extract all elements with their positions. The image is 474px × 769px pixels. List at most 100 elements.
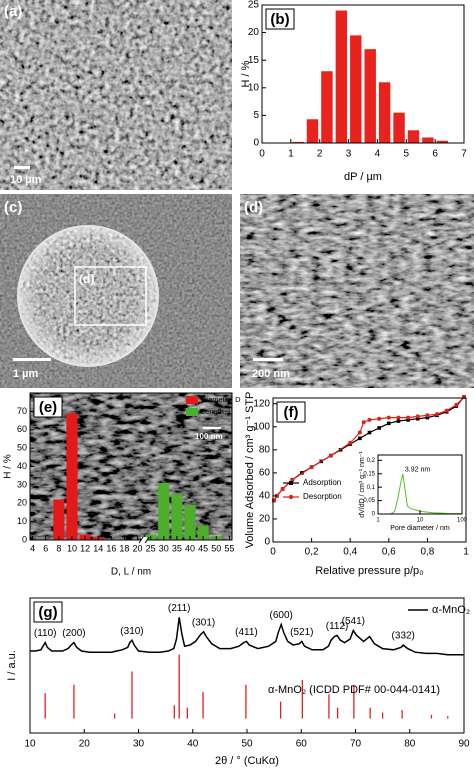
marker: [406, 418, 410, 422]
y-axis-label: I / a.u.: [6, 650, 18, 681]
y-axis-label: dV/dD / cm³ g⁻¹ nm⁻¹: [359, 451, 366, 518]
peak-label: (301): [192, 617, 215, 628]
peak-label: (332): [392, 631, 415, 642]
y-tick-label: 30: [17, 479, 27, 489]
bar: [158, 483, 170, 540]
x-tick-label: 30: [133, 739, 145, 750]
bar: [171, 494, 183, 540]
legend-label: Desorption: [303, 492, 342, 501]
panel-label: (g): [38, 604, 57, 621]
x-tick-label: 0: [270, 547, 276, 558]
bar: [53, 499, 65, 540]
x-tick-label: 4: [30, 543, 35, 553]
bar: [184, 505, 196, 540]
marker: [377, 426, 381, 430]
peak-label: (411): [235, 627, 258, 638]
bar: [292, 141, 304, 143]
y-tick-label: 70: [17, 406, 27, 416]
bar: [436, 140, 449, 143]
panel-label: (e): [39, 399, 57, 416]
x-tick-label: 10: [417, 518, 424, 524]
sem-image: [240, 194, 474, 388]
peak-label: (521): [290, 627, 313, 638]
legend-swatch: [186, 408, 198, 416]
panel-d: (d) 200 nm: [240, 194, 474, 388]
marker: [280, 487, 285, 492]
y-tick-label: 0: [253, 138, 259, 149]
marker: [386, 415, 391, 420]
x-tick-label: 100: [457, 518, 468, 524]
plot-frame: [272, 397, 467, 543]
x-tick-label: 0,6: [382, 547, 396, 558]
xrd-pattern: [30, 617, 464, 656]
x-tick-label: 20: [79, 739, 91, 750]
x-axis-label: Pore diameter / nm: [390, 525, 450, 532]
marker: [357, 430, 362, 435]
x-tick-label: 0,8: [420, 547, 434, 558]
scale-bar-label: 10 µm: [10, 174, 42, 186]
x-tick-label: 2: [317, 149, 323, 160]
legend-marker: [288, 494, 294, 500]
y-tick-label: 100: [253, 421, 270, 432]
y-tick-label: 10: [17, 516, 27, 526]
y-tick-label: 0: [22, 534, 27, 544]
y-tick-label: 20: [17, 498, 27, 508]
x-tick-label: 16: [106, 543, 116, 553]
y-tick-label: 0,2: [367, 458, 376, 464]
reference-label: α-MnO₂ (ICDD PDF# 00-044-0141): [268, 684, 440, 696]
panel-c: (d) (c) 1 µm: [0, 194, 232, 388]
legend-label: Length, L: [201, 407, 232, 416]
x-tick-label: 4: [375, 149, 381, 160]
marker: [367, 430, 372, 435]
bar: [197, 525, 209, 540]
x-tick-label: 40: [187, 739, 199, 750]
bar: [66, 413, 78, 540]
peak-label: (112): [326, 621, 349, 632]
bar: [350, 35, 362, 143]
bar: [306, 119, 319, 143]
legend-swatch: [186, 396, 198, 404]
x-axis-label: D, L / nm: [111, 567, 151, 578]
x-axis-label: dP / µm: [344, 171, 382, 183]
peak-label: (200): [62, 628, 85, 639]
x-axis-label: Relative pressure p/p₀: [315, 565, 424, 577]
zoom-box: [74, 266, 147, 326]
annotation: 3.92 nm: [405, 467, 430, 474]
panel-label-box: [276, 401, 306, 423]
y-tick-label: 0,1: [367, 485, 376, 491]
legend-label: Adsorption: [303, 478, 341, 487]
y-tick-label: 0: [372, 512, 376, 518]
scale-bar-label: 200 nm: [252, 368, 290, 380]
panel-label-box: [33, 396, 63, 418]
y-tick-label: 10: [248, 82, 260, 93]
x-tick-label: 0: [259, 149, 265, 160]
x-tick-label: 3: [346, 149, 352, 160]
y-tick-label: 60: [259, 468, 271, 479]
y-axis-label: Volume Adsorbed / cm³ g⁻¹ STP: [244, 392, 256, 549]
bar: [321, 71, 333, 143]
line: [385, 473, 463, 515]
bar: [393, 112, 405, 143]
axis-break-gap: [141, 537, 148, 543]
marker: [425, 415, 430, 420]
x-tick-label: 1: [463, 547, 469, 558]
y-tick-label: 60: [17, 424, 27, 434]
x-tick-label: 6: [432, 149, 438, 160]
panel-a: (a) 10 µm: [0, 0, 232, 190]
panel-label-box: [265, 8, 295, 30]
marker: [348, 440, 353, 445]
peak-label: (600): [269, 610, 292, 621]
x-tick-label: 6: [43, 543, 48, 553]
x-tick-label: 5: [404, 149, 410, 160]
y-tick-label: 0,15: [363, 471, 375, 477]
y-tick-label: 15: [248, 55, 260, 66]
x-tick-label: 7: [461, 149, 467, 160]
y-tick-label: 120: [253, 398, 270, 409]
marker: [367, 417, 372, 422]
peak-label: (310): [120, 626, 143, 637]
sem-image: [0, 0, 232, 190]
y-tick-label: 40: [17, 461, 27, 471]
panel-label: (d): [244, 199, 263, 216]
x-tick-label: 55: [224, 543, 234, 553]
x-tick-label: 20: [133, 543, 143, 553]
